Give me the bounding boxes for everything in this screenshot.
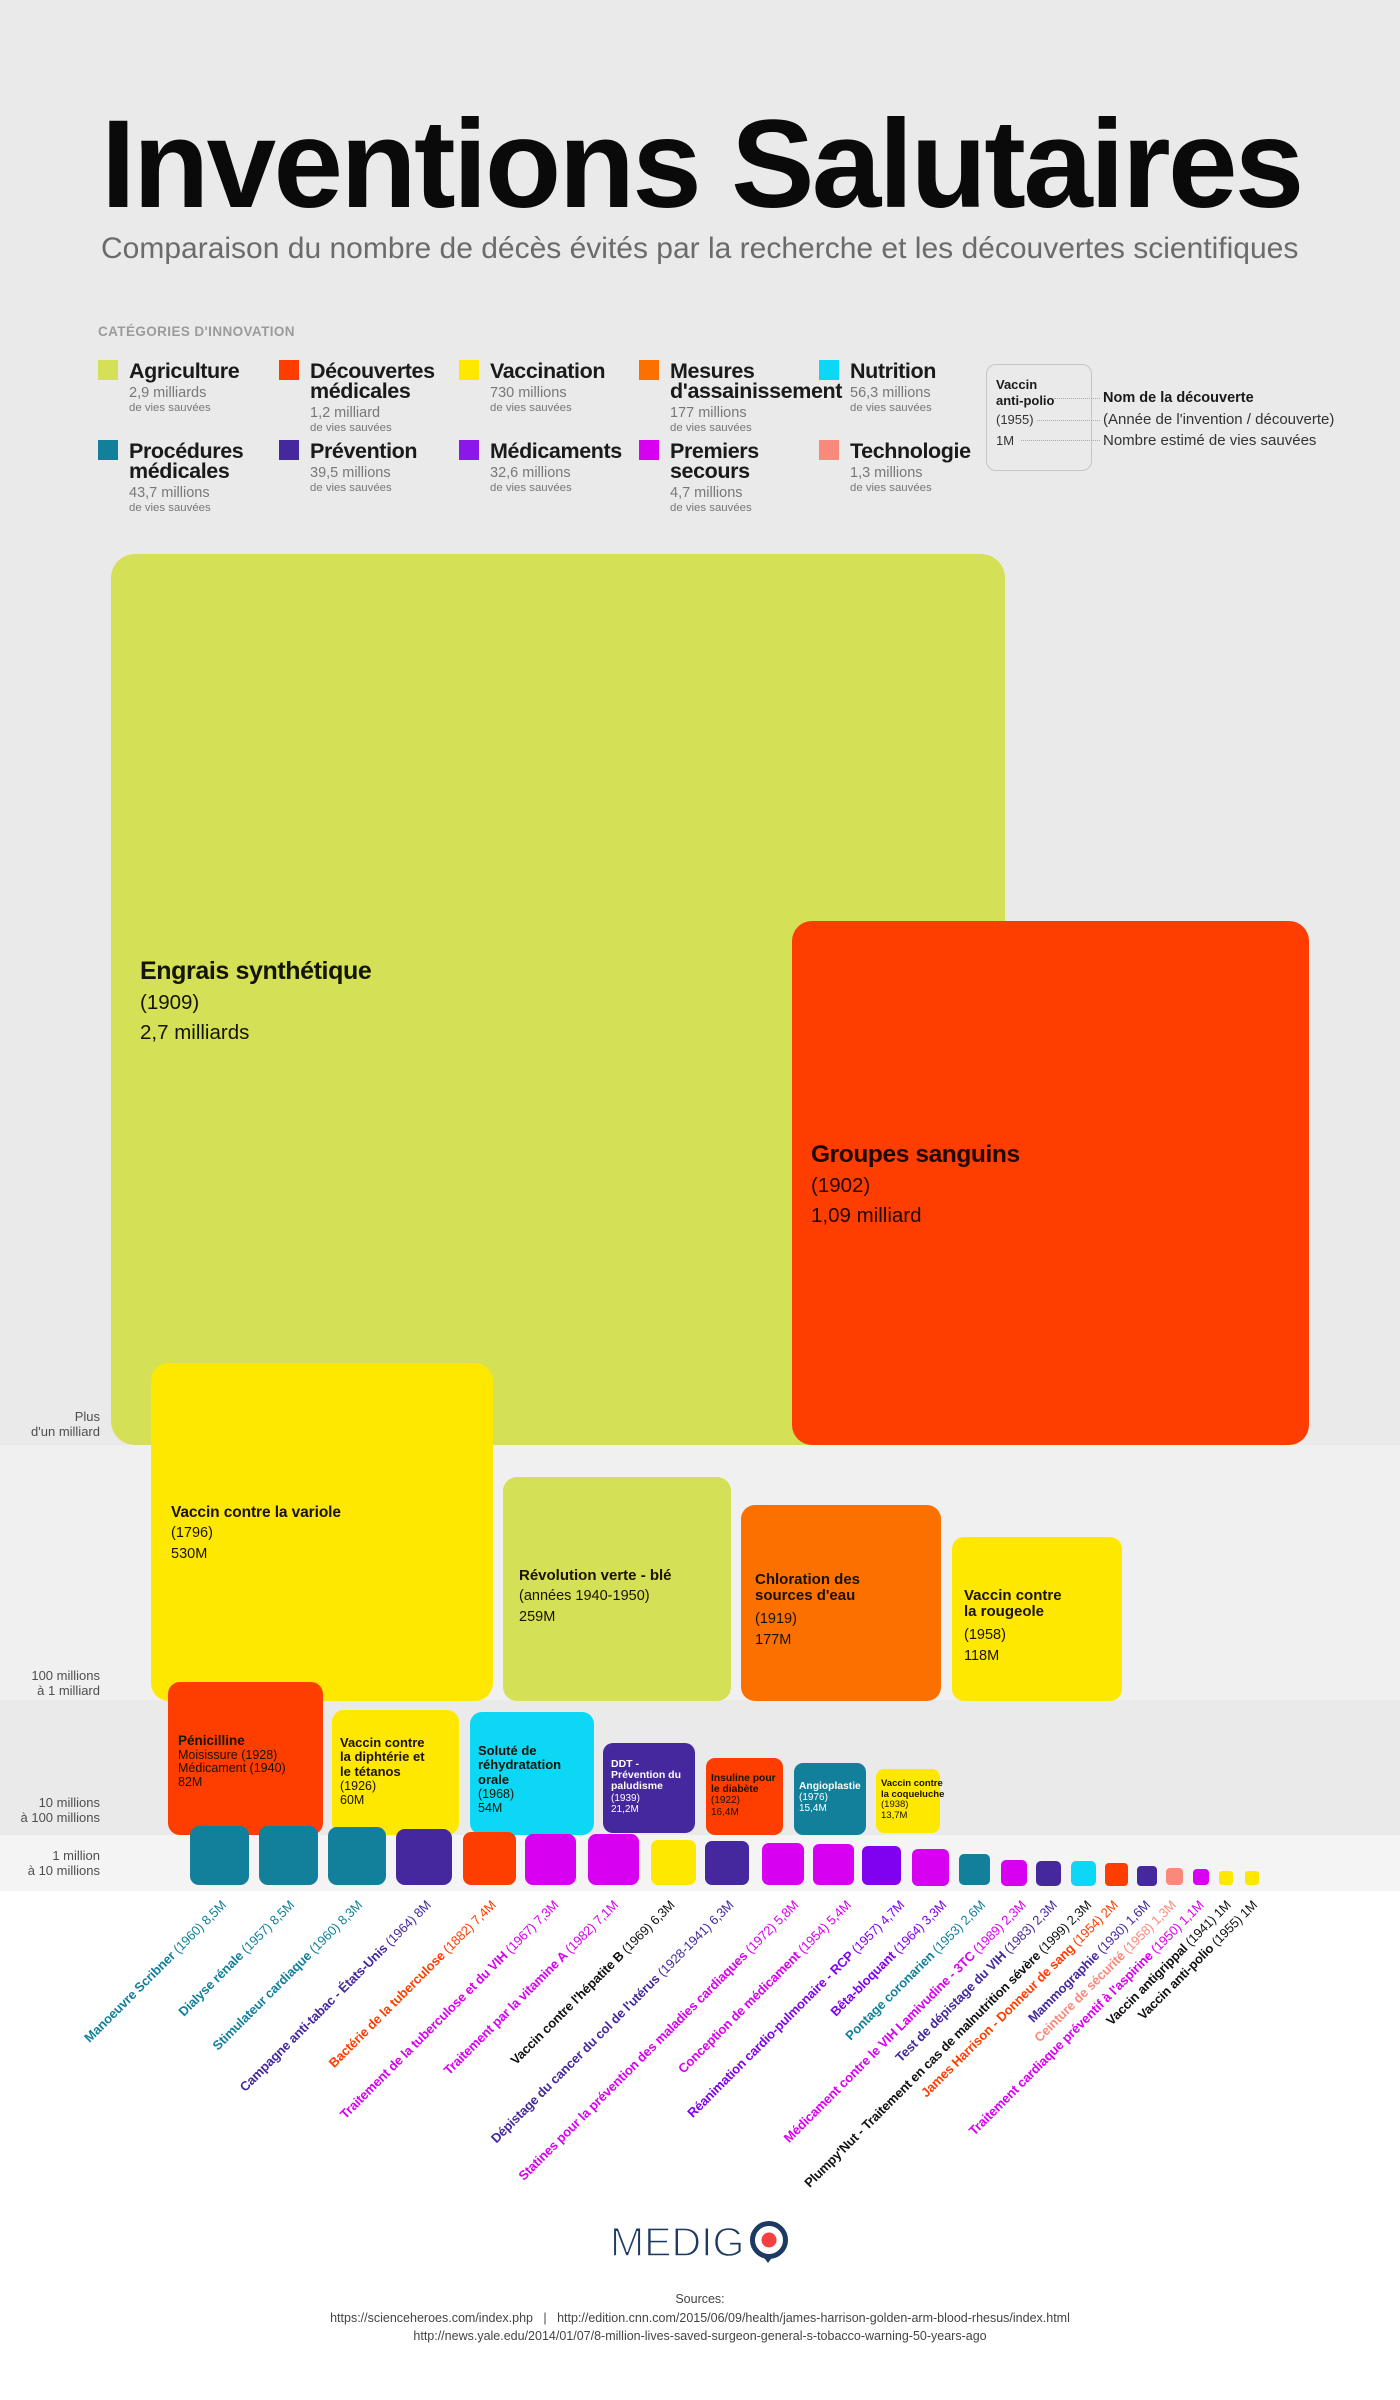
svg-text:MEDIG: MEDIG: [610, 2219, 744, 2265]
